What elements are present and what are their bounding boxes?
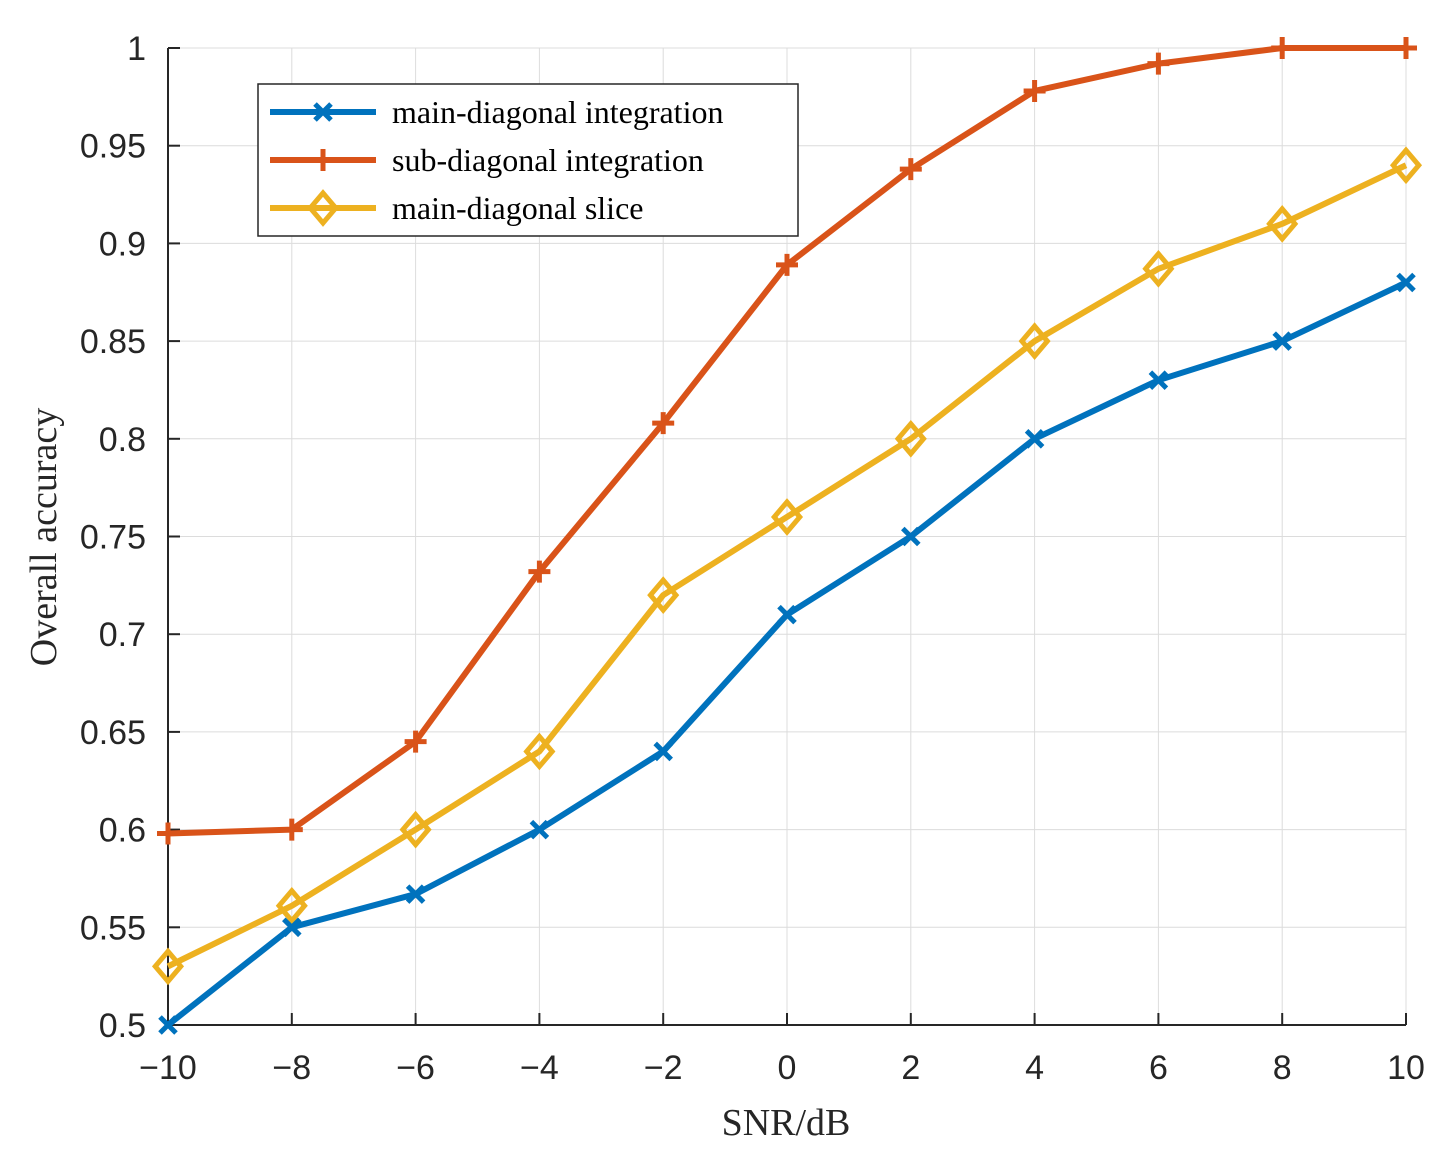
y-tick-label: 0.5 <box>99 1007 146 1045</box>
data-point-series-2 <box>776 253 798 276</box>
data-point-series-2 <box>1271 37 1294 59</box>
y-tick-label: 0.75 <box>80 519 146 557</box>
x-tick-label: 4 <box>1025 1049 1044 1087</box>
data-point-series-1 <box>405 884 426 904</box>
data-point-series-1 <box>1148 370 1169 390</box>
data-point-series-3 <box>770 498 804 536</box>
data-point-series-3 <box>1266 204 1299 243</box>
y-tick-label: 0.8 <box>99 421 146 459</box>
legend-label-3: main-diagonal slice <box>392 190 643 226</box>
data-point-series-2 <box>404 730 427 753</box>
legend: main-diagonal integration sub-diagonal in… <box>257 83 799 237</box>
data-point-series-3 <box>151 947 185 986</box>
data-series <box>151 37 1423 1035</box>
x-tick-label: −8 <box>272 1049 311 1087</box>
data-point-series-3 <box>894 419 927 458</box>
data-point-series-2 <box>280 818 303 841</box>
data-point-series-1 <box>777 604 797 625</box>
legend-label-1: main-diagonal integration <box>392 94 723 130</box>
data-point-series-1 <box>158 1015 178 1035</box>
data-point-series-1 <box>1272 331 1292 351</box>
data-point-series-3 <box>523 732 556 771</box>
y-tick-label: 1 <box>127 30 146 68</box>
x-tick-label: −6 <box>396 1049 435 1087</box>
x-tick-label: 2 <box>901 1049 920 1087</box>
axes <box>167 47 1407 1026</box>
y-tick-label: 0.9 <box>99 225 146 263</box>
y-tick-label: 0.85 <box>80 323 146 361</box>
series-line-3 <box>166 162 1408 970</box>
data-point-series-1 <box>901 526 921 547</box>
x-tick-label: 8 <box>1273 1049 1292 1087</box>
x-tick-label: −2 <box>644 1049 683 1087</box>
data-point-series-1 <box>1396 272 1416 293</box>
y-tick-label: 0.55 <box>80 909 146 947</box>
data-point-series-3 <box>399 810 432 849</box>
y-axis-label: Overall accuracy <box>23 408 65 666</box>
data-point-series-2 <box>1023 79 1046 102</box>
data-point-series-3 <box>275 886 308 925</box>
data-point-series-2 <box>1147 52 1170 75</box>
x-tick-label: 10 <box>1387 1049 1425 1087</box>
y-tick-label: 0.6 <box>99 812 146 850</box>
y-tick-label: 0.7 <box>99 616 146 654</box>
legend-label-2: sub-diagonal integration <box>392 142 704 178</box>
data-point-series-1 <box>653 741 673 762</box>
x-tick-label: −4 <box>520 1049 559 1087</box>
tick-labels: −10 −8 −6 −4 −2 0 2 4 6 8 10 0.5 0.55 0.6 0.65 0.7 0.75 0… <box>80 30 1425 1087</box>
data-point-series-3 <box>1018 322 1051 360</box>
data-point-series-3 <box>1142 249 1175 288</box>
data-point-series-1 <box>282 917 302 938</box>
data-point-series-1 <box>1024 429 1045 449</box>
x-tick-label: 6 <box>1149 1049 1168 1087</box>
legend-marker-2 <box>312 149 334 171</box>
legend-marker-3 <box>306 189 340 227</box>
x-axis-label: SNR/dB <box>722 1102 851 1144</box>
x-tick-label: 0 <box>778 1049 797 1087</box>
data-point-series-3 <box>647 576 680 614</box>
x-tick-label: −10 <box>139 1049 197 1087</box>
data-point-series-1 <box>529 819 550 840</box>
data-point-series-2 <box>899 158 922 181</box>
y-tick-label: 0.95 <box>80 128 146 166</box>
data-point-series-2 <box>157 822 179 845</box>
data-point-series-2 <box>528 560 551 583</box>
data-point-series-2 <box>652 412 675 435</box>
legend-marker-1 <box>313 102 333 122</box>
data-point-series-2 <box>1395 37 1417 59</box>
data-point-series-3 <box>1389 146 1423 185</box>
y-tick-label: 0.65 <box>80 714 146 752</box>
